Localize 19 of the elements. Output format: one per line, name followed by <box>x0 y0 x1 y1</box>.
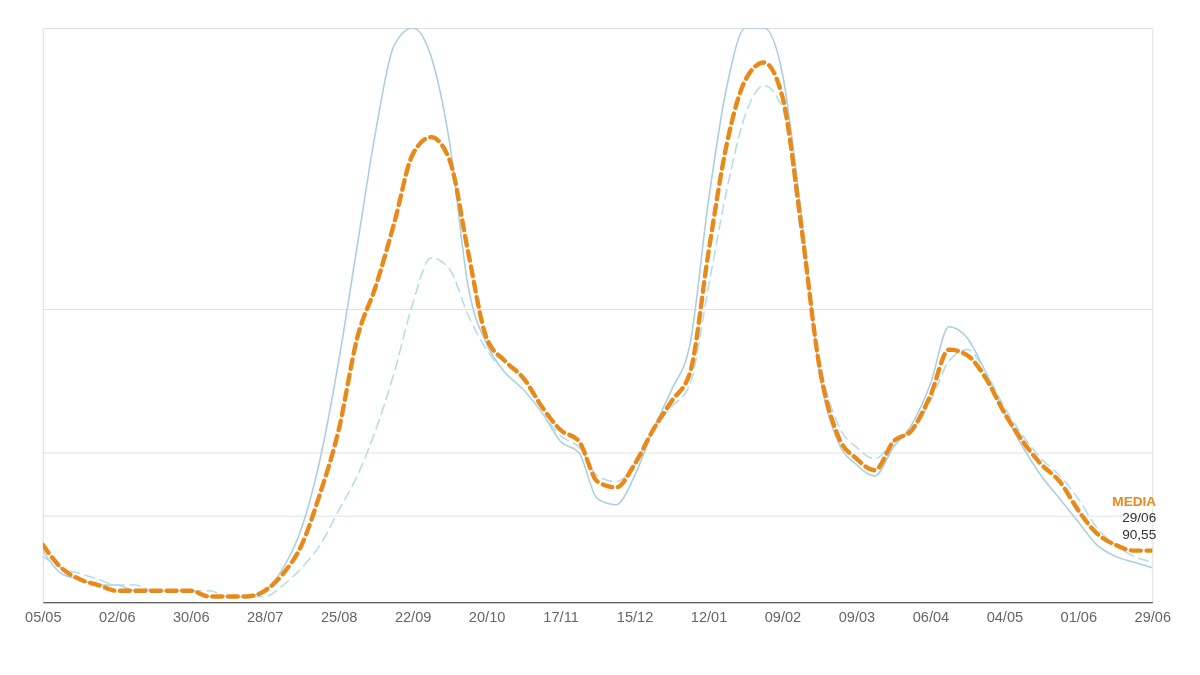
annotation: 90,55 <box>1122 526 1157 542</box>
x-tick-label: 28/07 <box>246 609 284 626</box>
x-tick-label: 25/08 <box>320 609 358 626</box>
x-tick-label: 22/09 <box>394 609 432 626</box>
x-tick-label: 02/06 <box>99 609 136 626</box>
x-tick-label: 04/05 <box>986 609 1024 626</box>
x-tick-label: 20/10 <box>468 609 506 626</box>
x-tick-label: 09/02 <box>764 609 802 626</box>
x-tick-label: 17/11 <box>543 609 579 626</box>
x-tick-label: 30/06 <box>173 609 210 626</box>
x-tick-label: 29/06 <box>1134 609 1172 626</box>
x-tick-label: 01/06 <box>1060 609 1098 626</box>
annotation: MEDIA <box>1112 493 1157 509</box>
x-tick-label: 12/01 <box>690 609 728 626</box>
x-tick-label: 15/12 <box>616 609 654 626</box>
x-tick-label: 09/03 <box>838 609 876 626</box>
annotation: 29/06 <box>1122 510 1157 526</box>
x-tick-label: 06/04 <box>912 609 950 626</box>
x-tick-label: 05/05 <box>25 609 62 626</box>
